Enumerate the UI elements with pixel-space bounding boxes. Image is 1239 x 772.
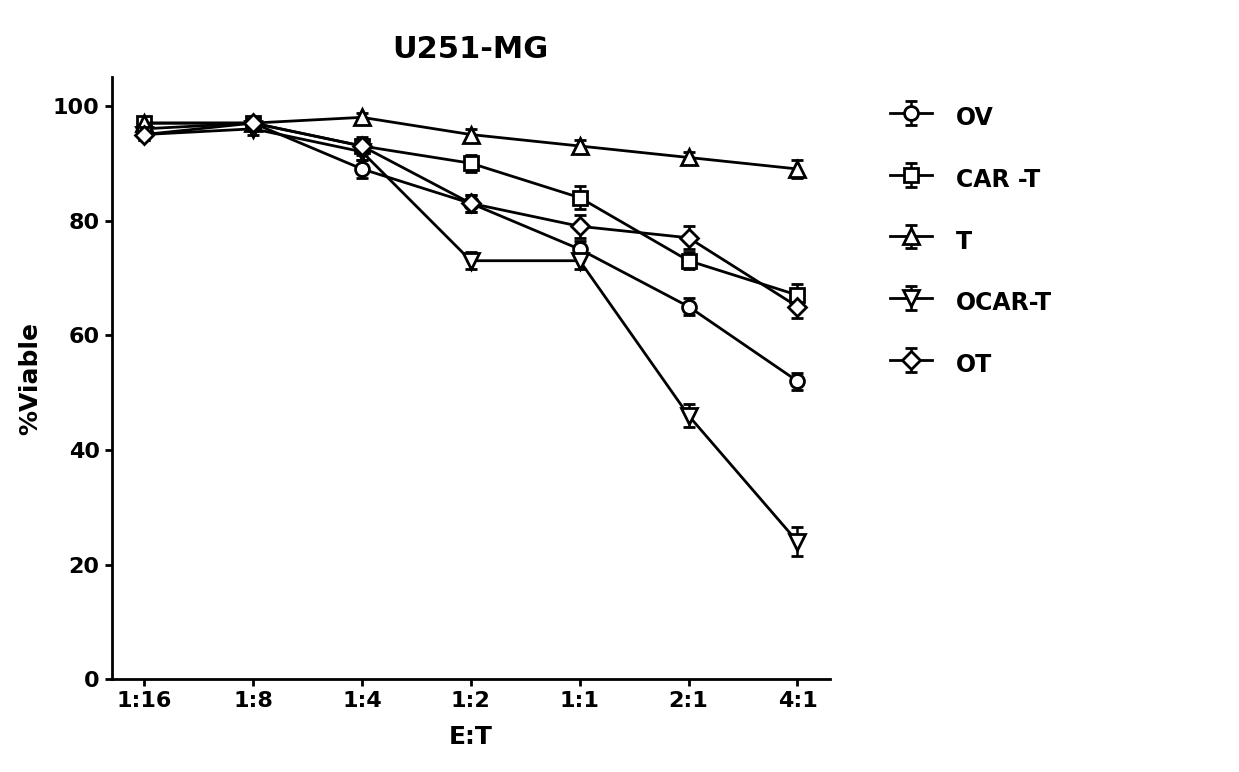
X-axis label: E:T: E:T (449, 725, 493, 749)
Title: U251-MG: U251-MG (393, 35, 549, 64)
Legend: OV, CAR -T, T, OCAR-T, OT: OV, CAR -T, T, OCAR-T, OT (878, 89, 1064, 393)
Y-axis label: %Viable: %Viable (17, 322, 42, 435)
